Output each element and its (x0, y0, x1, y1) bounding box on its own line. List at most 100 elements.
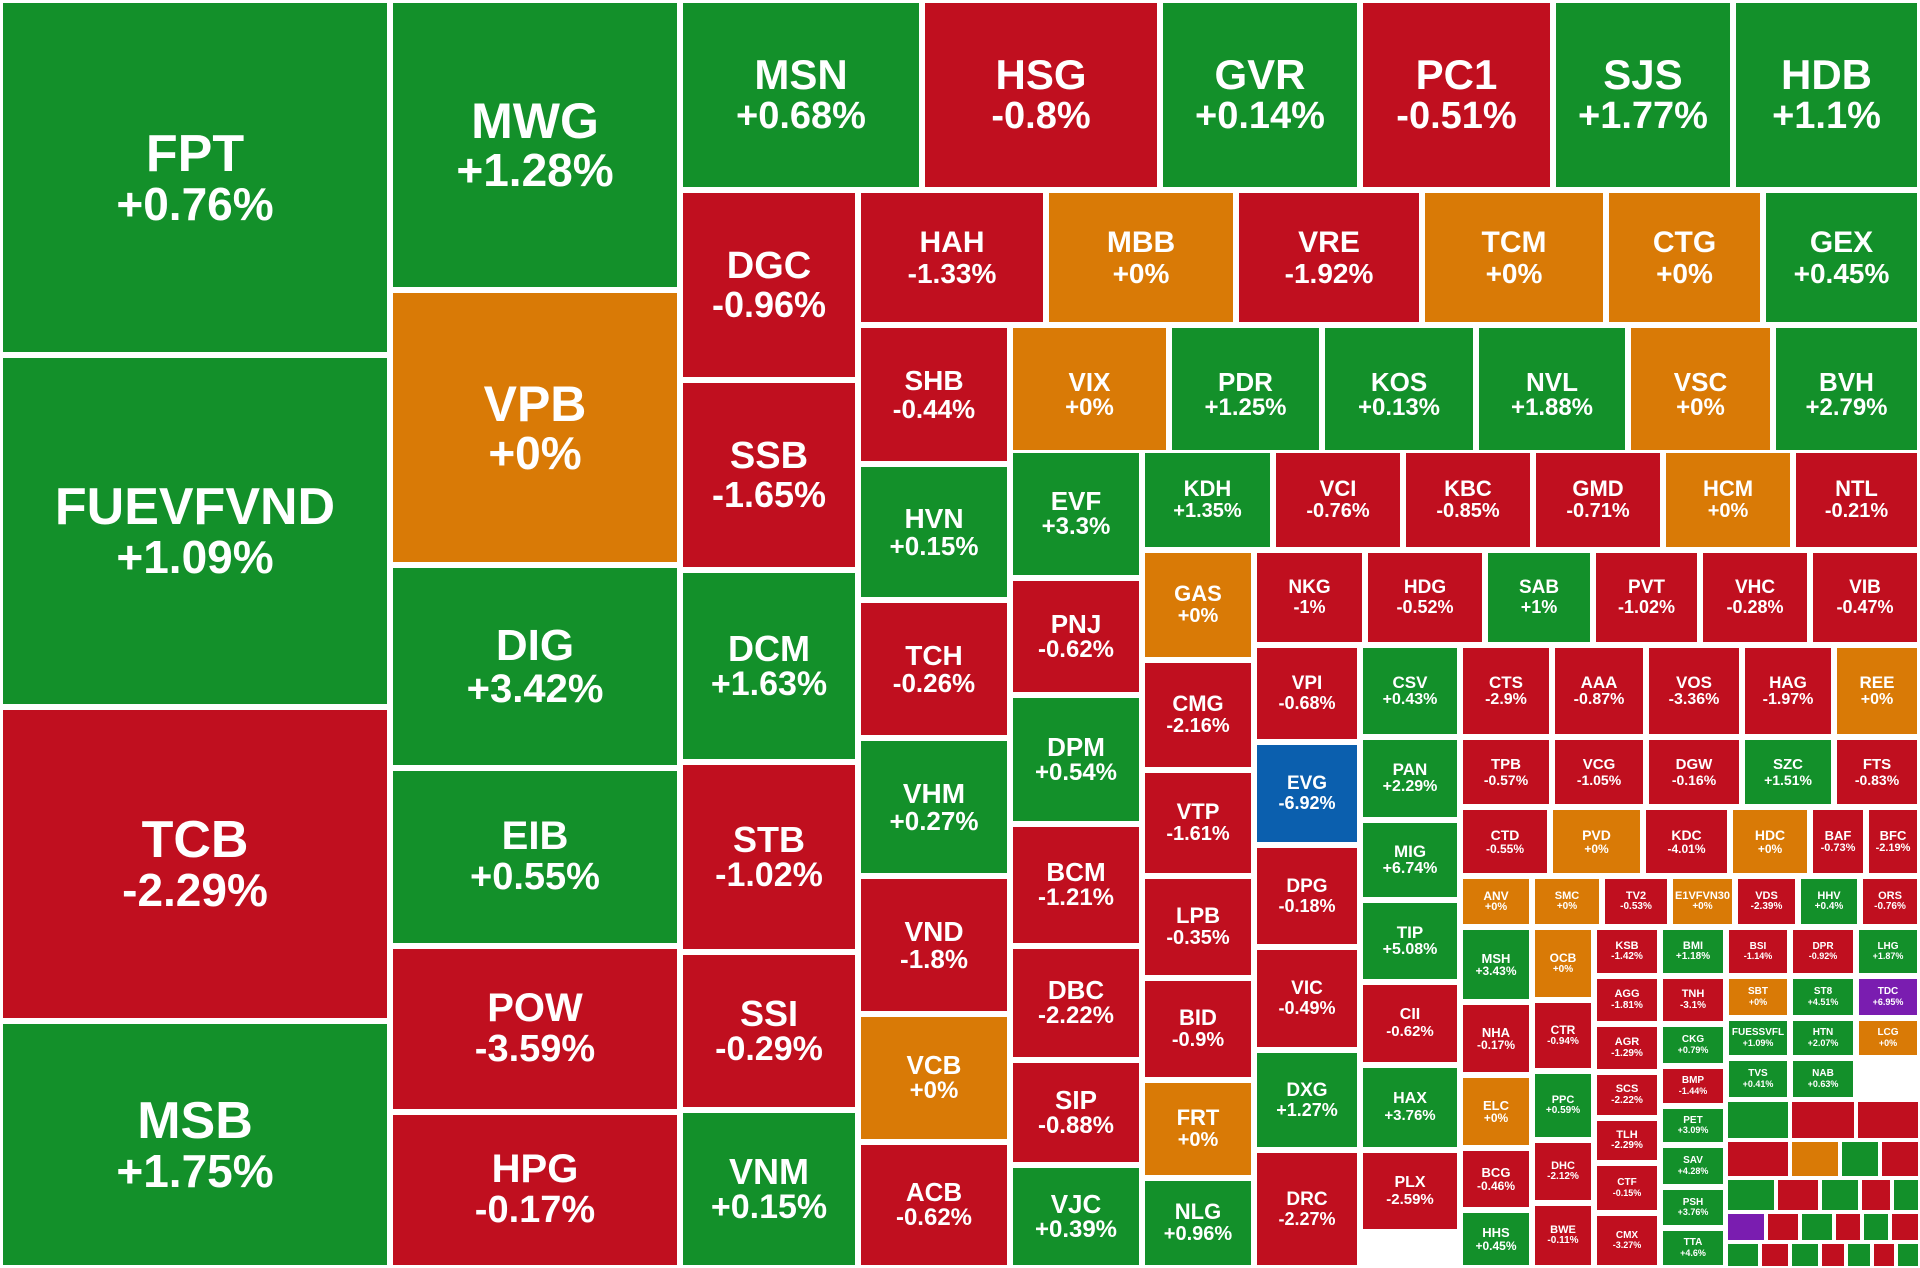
treemap-tile-hhv[interactable]: HHV +0.4% (1798, 876, 1860, 927)
treemap-tile-tip[interactable]: TIP +5.08% (1360, 900, 1460, 982)
treemap-tile-ctg[interactable]: CTG +0% (1606, 190, 1763, 325)
treemap-tile-aaa[interactable]: AAA -0.87% (1552, 645, 1646, 737)
treemap-small-tile[interactable] (1726, 1140, 1790, 1178)
treemap-small-tile[interactable] (1790, 1100, 1856, 1140)
treemap-tile-szc[interactable]: SZC +1.51% (1742, 737, 1834, 807)
treemap-tile-vre[interactable]: VRE -1.92% (1236, 190, 1422, 325)
treemap-tile-scs[interactable]: SCS -2.22% (1594, 1072, 1660, 1118)
treemap-tile-tcm[interactable]: TCM +0% (1422, 190, 1606, 325)
treemap-small-tile[interactable] (1834, 1212, 1862, 1242)
treemap-tile-st8[interactable]: ST8 +4.51% (1790, 976, 1856, 1018)
treemap-small-tile[interactable] (1776, 1178, 1820, 1212)
treemap-tile-cmg[interactable]: CMG -2.16% (1142, 660, 1254, 770)
treemap-small-tile[interactable] (1726, 1178, 1776, 1212)
treemap-tile-pvt[interactable]: PVT -1.02% (1593, 550, 1700, 645)
treemap-tile-gmd[interactable]: GMD -0.71% (1533, 450, 1663, 550)
treemap-tile-bmi[interactable]: BMI +1.18% (1660, 927, 1726, 976)
treemap-tile-msh[interactable]: MSH +3.43% (1460, 927, 1532, 1002)
treemap-tile-eib[interactable]: EIB +0.55% (390, 768, 680, 946)
treemap-tile-cii[interactable]: CII -0.62% (1360, 982, 1460, 1065)
treemap-small-tile[interactable] (1896, 1242, 1920, 1268)
treemap-tile-dpm[interactable]: DPM +0.54% (1010, 695, 1142, 824)
treemap-tile-hsg[interactable]: HSG -0.8% (922, 0, 1160, 190)
treemap-small-tile[interactable] (1856, 1100, 1920, 1140)
treemap-tile-vos[interactable]: VOS -3.36% (1646, 645, 1742, 737)
treemap-tile-csv[interactable]: CSV +0.43% (1360, 645, 1460, 737)
treemap-tile-pc1[interactable]: PC1 -0.51% (1360, 0, 1553, 190)
treemap-small-tile[interactable] (1840, 1140, 1880, 1178)
treemap-tile-evg[interactable]: EVG -6.92% (1254, 742, 1360, 845)
treemap-tile-sab[interactable]: SAB +1% (1485, 550, 1593, 645)
treemap-tile-vds[interactable]: VDS -2.39% (1735, 876, 1798, 927)
treemap-tile-hah[interactable]: HAH -1.33% (858, 190, 1046, 325)
treemap-small-tile[interactable] (1846, 1242, 1872, 1268)
treemap-tile-ctd[interactable]: CTD -0.55% (1460, 807, 1550, 876)
treemap-small-tile[interactable] (1766, 1212, 1800, 1242)
treemap-tile-gvr[interactable]: GVR +0.14% (1160, 0, 1360, 190)
treemap-tile-sbt[interactable]: SBT +0% (1726, 976, 1790, 1018)
treemap-small-tile[interactable] (1790, 1140, 1840, 1178)
treemap-tile-nvl[interactable]: NVL +1.88% (1476, 325, 1628, 464)
treemap-tile-ssi[interactable]: SSI -0.29% (680, 952, 858, 1110)
treemap-tile-dbc[interactable]: DBC -2.22% (1010, 946, 1142, 1060)
treemap-tile-dgc[interactable]: DGC -0.96% (680, 190, 858, 380)
treemap-tile-tv2[interactable]: TV2 -0.53% (1602, 876, 1670, 927)
treemap-tile-dig[interactable]: DIG +3.42% (390, 565, 680, 768)
treemap-tile-vcb[interactable]: VCB +0% (858, 1014, 1010, 1142)
treemap-tile-dhc[interactable]: DHC -2.12% (1532, 1140, 1594, 1203)
treemap-tile-ctr[interactable]: CTR -0.94% (1532, 1000, 1594, 1071)
treemap-tile-hdg[interactable]: HDG -0.52% (1365, 550, 1485, 645)
treemap-tile-stb[interactable]: STB -1.02% (680, 762, 858, 952)
treemap-tile-nlg[interactable]: NLG +0.96% (1142, 1178, 1254, 1268)
treemap-tile-ree[interactable]: REE +0% (1834, 645, 1920, 737)
treemap-tile-mig[interactable]: MIG +6.74% (1360, 820, 1460, 900)
treemap-tile-dpr[interactable]: DPR -0.92% (1790, 927, 1856, 976)
treemap-small-tile[interactable] (1726, 1212, 1766, 1242)
treemap-tile-acb[interactable]: ACB -0.62% (858, 1142, 1010, 1268)
treemap-tile-dcm[interactable]: DCM +1.63% (680, 570, 858, 762)
treemap-small-tile[interactable] (1872, 1242, 1896, 1268)
treemap-small-tile[interactable] (1862, 1212, 1890, 1242)
treemap-tile-hax[interactable]: HAX +3.76% (1360, 1065, 1460, 1150)
treemap-tile-vsc[interactable]: VSC +0% (1628, 325, 1773, 464)
treemap-tile-evf[interactable]: EVF +3.3% (1010, 450, 1142, 578)
treemap-tile-mwg[interactable]: MWG +1.28% (390, 0, 680, 290)
treemap-tile-tnh[interactable]: TNH -3.1% (1660, 976, 1726, 1024)
treemap-tile-kos[interactable]: KOS +0.13% (1322, 325, 1476, 464)
treemap-tile-vpb[interactable]: VPB +0% (390, 290, 680, 565)
treemap-tile-sav[interactable]: SAV +4.28% (1660, 1145, 1726, 1187)
treemap-tile-tcb[interactable]: TCB -2.29% (0, 707, 390, 1021)
treemap-tile-shb[interactable]: SHB -0.44% (858, 325, 1010, 464)
treemap-tile-lcg[interactable]: LCG +0% (1856, 1018, 1920, 1058)
treemap-tile-tlh[interactable]: TLH -2.29% (1594, 1118, 1660, 1163)
treemap-tile-bcm[interactable]: BCM -1.21% (1010, 824, 1142, 946)
treemap-tile-tpb[interactable]: TPB -0.57% (1460, 737, 1552, 807)
treemap-tile-pow[interactable]: POW -3.59% (390, 946, 680, 1112)
treemap-small-tile[interactable] (1820, 1242, 1846, 1268)
treemap-small-tile[interactable] (1820, 1178, 1860, 1212)
treemap-tile-sip[interactable]: SIP -0.88% (1010, 1060, 1142, 1165)
treemap-tile-cts[interactable]: CTS -2.9% (1460, 645, 1552, 737)
treemap-tile-elc[interactable]: ELC +0% (1460, 1075, 1532, 1148)
treemap-tile-dgw[interactable]: DGW -0.16% (1646, 737, 1742, 807)
treemap-tile-pvd[interactable]: PVD +0% (1550, 807, 1643, 876)
treemap-tile-bvh[interactable]: BVH +2.79% (1773, 325, 1920, 464)
treemap-tile-dxg[interactable]: DXG +1.27% (1254, 1050, 1360, 1150)
treemap-tile-msn[interactable]: MSN +0.68% (680, 0, 922, 190)
treemap-tile-cmx[interactable]: CMX -3.27% (1594, 1213, 1660, 1268)
treemap-tile-dpg[interactable]: DPG -0.18% (1254, 845, 1360, 947)
treemap-tile-hdc[interactable]: HDC +0% (1730, 807, 1810, 876)
treemap-tile-tvs[interactable]: TVS +0.41% (1726, 1058, 1790, 1100)
treemap-tile-fts[interactable]: FTS -0.83% (1834, 737, 1920, 807)
treemap-tile-htn[interactable]: HTN +2.07% (1790, 1018, 1856, 1058)
treemap-tile-plx[interactable]: PLX -2.59% (1360, 1150, 1460, 1232)
treemap-tile-vnd[interactable]: VND -1.8% (858, 876, 1010, 1014)
treemap-tile-vjc[interactable]: VJC +0.39% (1010, 1165, 1142, 1268)
treemap-tile-vci[interactable]: VCI -0.76% (1273, 450, 1403, 550)
treemap-small-tile[interactable] (1760, 1242, 1790, 1268)
treemap-tile-tdc[interactable]: TDC +6.95% (1856, 976, 1920, 1018)
treemap-tile-tch[interactable]: TCH -0.26% (858, 600, 1010, 738)
treemap-small-tile[interactable] (1726, 1100, 1790, 1140)
treemap-tile-ocb[interactable]: OCB +0% (1532, 927, 1594, 1000)
treemap-tile-bmp[interactable]: BMP -1.44% (1660, 1066, 1726, 1106)
